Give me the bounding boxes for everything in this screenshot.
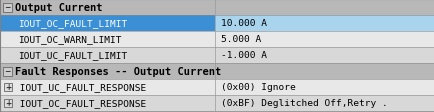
Bar [214,63,434,79]
Bar [214,0,434,16]
Text: (0xBF) Deglitched Off,Retry .: (0xBF) Deglitched Off,Retry . [220,99,387,108]
Text: −: − [4,67,11,76]
Bar [0,63,214,79]
Text: −: − [4,3,11,12]
Bar [214,95,434,111]
Bar [0,95,214,111]
Text: 5.000 A: 5.000 A [220,35,261,44]
Bar [4,99,12,107]
Text: IOUT_OC_FAULT_LIMIT: IOUT_OC_FAULT_LIMIT [18,19,127,28]
Bar [214,48,434,63]
Text: (0x00) Ignore: (0x00) Ignore [220,83,295,92]
Bar [0,0,214,16]
Bar [214,32,434,48]
Bar [0,16,214,32]
Text: IOUT_UC_FAULT_RESPONSE: IOUT_UC_FAULT_RESPONSE [14,83,146,92]
Text: +: + [5,99,11,108]
Bar [0,79,214,95]
Bar [4,83,12,91]
Bar [3,3,12,12]
Text: Output Current: Output Current [15,3,102,13]
Text: IOUT_OC_WARN_LIMIT: IOUT_OC_WARN_LIMIT [18,35,121,44]
Bar [0,48,214,63]
Text: IOUT_OC_FAULT_RESPONSE: IOUT_OC_FAULT_RESPONSE [14,99,146,108]
Bar [214,79,434,95]
Text: -1.000 A: -1.000 A [220,51,266,60]
Bar [214,16,434,32]
Text: Fault Responses -- Output Current: Fault Responses -- Output Current [15,66,221,76]
Text: 10.000 A: 10.000 A [220,19,266,28]
Text: +: + [5,83,11,92]
Bar [0,32,214,48]
Text: IOUT_UC_FAULT_LIMIT: IOUT_UC_FAULT_LIMIT [18,51,127,60]
Bar [3,67,12,76]
